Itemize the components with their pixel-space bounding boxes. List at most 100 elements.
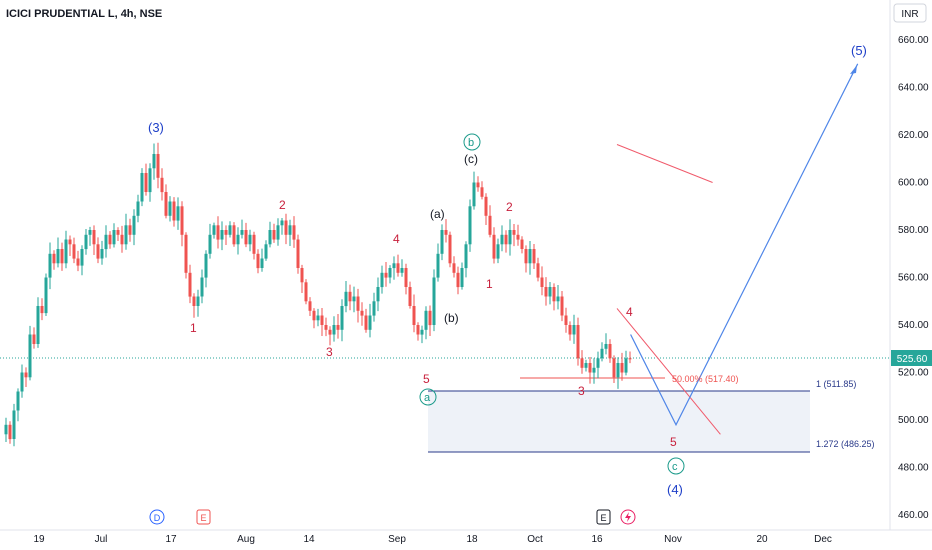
candle-body [392, 263, 396, 269]
candle-body [136, 201, 140, 216]
candle-body [500, 234, 504, 245]
candle-body [188, 272, 192, 297]
candle-body [292, 225, 296, 240]
candle-body [20, 372, 24, 392]
candle-body [68, 239, 72, 245]
x-tick-label: 14 [303, 534, 315, 545]
fib-label-50: 50.00% (517.40) [672, 374, 739, 384]
candle-body [256, 253, 260, 269]
candle-body [612, 358, 616, 378]
candle-body [408, 287, 412, 306]
candle-body [252, 234, 256, 254]
candle-body [420, 329, 424, 335]
x-tick-label: Dec [814, 534, 832, 545]
wave-label-4-aug: 4 [393, 232, 400, 246]
y-tick-label: 620.00 [898, 130, 929, 141]
candle-body [320, 315, 324, 325]
candle-body [72, 244, 76, 259]
candle-body [264, 244, 268, 259]
candle-body [60, 249, 64, 264]
x-axis-ticks: 19 Jul 17 Aug 14 Sep 18 Oct 16 Nov 20 Dec [33, 534, 831, 545]
candle-body [412, 306, 416, 325]
candle-body [584, 363, 588, 368]
candle-body [276, 225, 280, 240]
wave-c-circle-icon [667, 457, 685, 475]
candle-body [76, 258, 80, 266]
candle-body [540, 277, 544, 287]
candle-body [104, 234, 108, 250]
dividend-marker-icon[interactable] [149, 509, 165, 525]
candle-body [172, 201, 176, 221]
candle-body [304, 282, 308, 302]
earnings-marker-1-label: E [200, 513, 206, 523]
candle-body [200, 277, 204, 297]
candle-body [132, 215, 136, 235]
candle-body [56, 249, 60, 264]
candle-body [32, 334, 36, 344]
candle-body [384, 272, 388, 278]
candle-body [580, 358, 584, 368]
candle-body [44, 277, 48, 314]
last-price-label: 525.60 [897, 354, 928, 365]
candle-body [376, 287, 380, 302]
candle-body [564, 315, 568, 325]
candle-body [312, 310, 316, 321]
projection-path[interactable] [630, 63, 859, 427]
candle-body [184, 234, 188, 273]
wave-label-2-sep: 2 [506, 200, 513, 214]
candle-body [380, 272, 384, 288]
wave-label-4-bottom: (4) [667, 482, 683, 497]
wave-label-1-aug: 1 [190, 321, 197, 335]
candle-body [300, 268, 304, 283]
candle-body [268, 230, 272, 245]
x-tick-label: 17 [165, 534, 177, 545]
candle-body [280, 220, 284, 226]
last-price-badge [891, 350, 932, 366]
candle-body [468, 206, 472, 245]
candle-body [8, 424, 12, 440]
candle-body [100, 249, 104, 259]
y-tick-label: 560.00 [898, 273, 929, 284]
candle-body [344, 291, 348, 307]
wave-label-b-paren: (b) [444, 311, 459, 325]
wedge-upper-line[interactable] [616, 144, 713, 183]
candle-body [624, 358, 628, 373]
candle-body [460, 268, 464, 287]
candle-body [608, 344, 612, 359]
currency-badge[interactable] [893, 3, 927, 23]
earnings-marker-1-icon[interactable] [196, 509, 211, 525]
candle-body [272, 230, 276, 240]
candle-body [164, 192, 168, 216]
candle-body [192, 296, 196, 306]
candle-body [108, 234, 112, 245]
candle-body [356, 296, 360, 311]
candle-body [180, 206, 184, 235]
candle-body [360, 310, 364, 316]
candle-body [348, 291, 352, 302]
fib-label-1272: 1.272 (486.25) [816, 439, 875, 449]
y-tick-label: 460.00 [898, 510, 929, 521]
candle-body [4, 424, 8, 435]
candle-body [372, 301, 376, 316]
x-tick-label: Aug [237, 534, 255, 545]
candle-body [260, 258, 264, 268]
candle-body [552, 287, 556, 302]
candle-body [328, 329, 332, 335]
wave-label-c-circle: c [672, 461, 678, 473]
dividend-marker-label: D [154, 513, 161, 523]
candle-body [120, 234, 124, 245]
candle-body [148, 168, 152, 193]
earnings-marker-2-icon[interactable] [596, 509, 611, 525]
wave-label-3-top: (3) [148, 120, 164, 135]
candle-body [516, 234, 520, 240]
candle-body [152, 154, 156, 169]
y-tick-label: 660.00 [898, 35, 929, 46]
candle-body [572, 325, 576, 335]
y-tick-label: 540.00 [898, 320, 929, 331]
candle-body [528, 249, 532, 264]
fib-label-1: 1 (511.85) [816, 379, 856, 389]
wave-label-2-aug: 2 [279, 198, 286, 212]
wedge-lower-line[interactable] [616, 308, 721, 435]
x-tick-label: 20 [756, 534, 768, 545]
